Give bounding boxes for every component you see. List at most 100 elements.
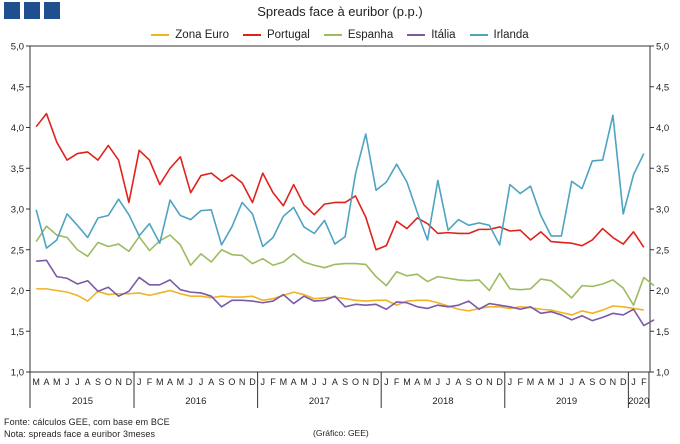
footnote-note: Nota: spreads face a euribor 3meses — [4, 429, 156, 439]
header-decoration — [4, 2, 60, 19]
x-year-label: 2020 — [628, 396, 649, 407]
x-month-label: A — [43, 377, 49, 387]
x-month-label: J — [446, 377, 451, 387]
x-month-label: M — [547, 377, 555, 387]
x-month-label: J — [631, 377, 636, 387]
x-month-label: A — [579, 377, 585, 387]
y-tick-label-right: 3,5 — [656, 164, 669, 175]
x-month-label: N — [115, 377, 122, 387]
x-month-label: M — [280, 377, 288, 387]
x-year-label: 2017 — [309, 396, 330, 407]
x-month-label: A — [208, 377, 214, 387]
header-block — [24, 2, 40, 19]
y-tick-label-right: 3,0 — [656, 205, 669, 216]
y-tick-label-left: 4,5 — [11, 82, 24, 93]
x-year-label: 2018 — [432, 396, 453, 407]
footnote-source: Fonte: cálculos GEE, com base em BCE — [4, 417, 170, 427]
legend-label-irlanda: Irlanda — [493, 29, 529, 41]
x-month-label: M — [177, 377, 185, 387]
x-month-label: N — [610, 377, 617, 387]
x-month-label: M — [53, 377, 61, 387]
x-month-label: J — [188, 377, 193, 387]
x-month-label: S — [95, 377, 101, 387]
legend-label-portugal: Portugal — [266, 29, 310, 41]
x-month-label: J — [312, 377, 317, 387]
y-tick-label-left: 3,5 — [11, 164, 24, 175]
y-tick-label-right: 5,0 — [656, 42, 669, 53]
y-tick-label-right: 2,5 — [656, 245, 669, 256]
x-month-label: S — [342, 377, 348, 387]
x-month-label: J — [384, 377, 389, 387]
x-month-label: O — [599, 377, 606, 387]
chart-legend: Zona Euro Portugal Espanha Itália Irland… — [0, 29, 680, 41]
y-tick-label-left: 2,0 — [11, 286, 24, 297]
x-month-label: J — [261, 377, 266, 387]
x-month-label: M — [300, 377, 308, 387]
x-month-label: A — [167, 377, 173, 387]
header-block — [44, 2, 60, 19]
legend-swatch-zona-euro — [151, 34, 170, 36]
x-month-label: F — [147, 377, 153, 387]
legend-swatch-espanha — [323, 34, 342, 36]
y-tick-label-left: 2,5 — [11, 245, 24, 256]
x-month-label: O — [352, 377, 359, 387]
x-month-label: M — [527, 377, 535, 387]
legend-item-portugal: Portugal — [242, 29, 310, 41]
header-block — [4, 2, 20, 19]
x-month-label: A — [538, 377, 544, 387]
x-month-label: D — [249, 377, 256, 387]
x-month-label: M — [424, 377, 432, 387]
x-month-label: M — [156, 377, 164, 387]
x-month-label: J — [65, 377, 70, 387]
x-month-label: D — [496, 377, 503, 387]
x-month-label: D — [373, 377, 380, 387]
x-month-label: S — [219, 377, 225, 387]
chart-credit: (Gráfico: GEE) — [313, 428, 369, 438]
x-month-label: D — [620, 377, 627, 387]
x-month-label: A — [85, 377, 91, 387]
x-year-label: 2019 — [556, 396, 577, 407]
y-tick-label-left: 3,0 — [11, 205, 24, 216]
y-tick-label-right: 2,0 — [656, 286, 669, 297]
x-month-label: A — [414, 377, 420, 387]
series-line-irlanda — [35, 114, 645, 249]
y-tick-label-left: 4,0 — [11, 123, 24, 134]
y-tick-label-right: 1,5 — [656, 327, 669, 338]
x-month-label: S — [466, 377, 472, 387]
x-month-label: D — [126, 377, 133, 387]
y-tick-label-left: 5,0 — [11, 42, 24, 53]
y-tick-label-left: 1,5 — [11, 327, 24, 338]
x-month-label: J — [199, 377, 204, 387]
x-month-label: J — [322, 377, 327, 387]
x-month-label: J — [137, 377, 142, 387]
x-month-label: O — [105, 377, 112, 387]
x-month-label: F — [270, 377, 276, 387]
x-year-label: 2015 — [72, 396, 93, 407]
x-month-label: A — [332, 377, 338, 387]
x-month-label: A — [455, 377, 461, 387]
x-month-label: J — [508, 377, 513, 387]
series-line-it-lia — [36, 259, 655, 327]
legend-item-espanha: Espanha — [323, 29, 393, 41]
plot-frame — [29, 45, 651, 373]
legend-swatch-portugal — [242, 34, 261, 36]
x-month-label: F — [517, 377, 523, 387]
series-line-zona-euro — [36, 288, 644, 316]
x-month-label: N — [362, 377, 369, 387]
series-line-portugal — [35, 112, 645, 251]
x-month-label: N — [486, 377, 493, 387]
x-month-label: J — [559, 377, 564, 387]
x-month-label: O — [228, 377, 235, 387]
x-month-label: M — [403, 377, 411, 387]
x-month-label: S — [589, 377, 595, 387]
y-tick-label-right: 4,5 — [656, 82, 669, 93]
x-month-label: O — [476, 377, 483, 387]
x-month-label: A — [291, 377, 297, 387]
series-line-espanha — [35, 225, 655, 306]
chart-title: Spreads face à euribor (p.p.) — [257, 4, 423, 19]
legend-label-zona-euro: Zona Euro — [175, 29, 229, 41]
x-month-label: N — [239, 377, 246, 387]
legend-swatch-italia — [407, 34, 426, 36]
x-month-label: J — [436, 377, 441, 387]
